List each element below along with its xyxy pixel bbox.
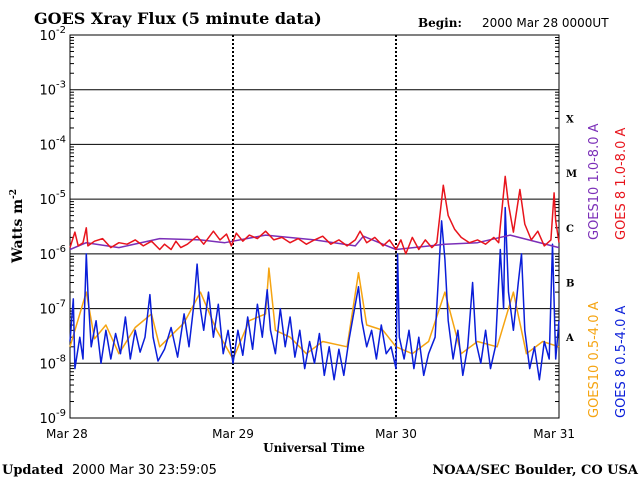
y-tick-base: 10 (39, 138, 56, 153)
y-tick-label: 10-7 (39, 299, 66, 318)
y-tick-exponent: -8 (56, 353, 66, 364)
series-layer (69, 175, 560, 381)
y-tick-label: 10-6 (39, 244, 66, 263)
x-tick-label: Mar 28 (46, 427, 88, 441)
x-tick-label: Mar 31 (533, 427, 575, 441)
updated-value: 2000 Mar 30 23:59:05 (72, 463, 217, 478)
y-tick-exponent: -6 (56, 244, 66, 255)
y-axis-ticks: 10-210-310-410-510-610-710-810-9 (39, 25, 66, 427)
x-axis-ticks: Mar 28 Mar 29 Mar 30 Mar 31 (46, 427, 575, 441)
flare-class-label: M (566, 169, 577, 180)
y-tick-label: 10-5 (39, 189, 66, 208)
y-tick-exponent: -3 (56, 80, 66, 91)
x-tick-label: Mar 30 (375, 427, 417, 441)
x-axis-label: Universal Time (263, 441, 365, 455)
series-line (69, 175, 560, 255)
y-tick-base: 10 (39, 29, 56, 44)
y-tick-base: 10 (39, 412, 56, 427)
legend-entry: GOES10 1.0-8.0 A (587, 123, 602, 240)
legend-entry: GOES 8 0.5-4.0 A (614, 306, 629, 418)
legend-entry: GOES10 0.5-4.0 A (587, 301, 602, 418)
y-tick-exponent: -5 (56, 189, 66, 200)
legend-entry: GOES 8 1.0-8.0 A (614, 128, 629, 240)
y-axis-label-superscript: -2 (9, 189, 19, 199)
y-axis-label-group: Watts m-2 (9, 189, 26, 264)
plot-area (69, 34, 560, 419)
y-axis-label-text: Watts m (10, 199, 26, 264)
series-line (69, 206, 560, 381)
y-tick-label: 10-3 (39, 80, 66, 99)
y-tick-exponent: -9 (56, 408, 66, 419)
y-tick-label: 10-8 (39, 353, 66, 372)
chart-title: GOES Xray Flux (5 minute data) (34, 9, 322, 28)
y-tick-exponent: -7 (56, 299, 66, 310)
y-tick-exponent: -2 (56, 25, 66, 36)
y-tick-base: 10 (39, 193, 56, 208)
y-tick-base: 10 (39, 357, 56, 372)
updated-label: Updated (2, 463, 63, 478)
flare-class-label: X (566, 114, 574, 125)
begin-value: 2000 Mar 28 0000UT (482, 16, 609, 30)
series-line (69, 267, 560, 360)
y-tick-base: 10 (39, 84, 56, 99)
x-tick-label: Mar 29 (212, 427, 254, 441)
y-axis-label: Watts m-2 (9, 189, 26, 264)
y-tick-base: 10 (39, 248, 56, 263)
plot-frame (69, 34, 560, 419)
y-tick-label: 10-9 (39, 408, 66, 427)
y-tick-exponent: -4 (56, 134, 66, 145)
y-tick-base: 10 (39, 303, 56, 318)
flare-class-label: A (565, 333, 574, 344)
legend: GOES10 1.0-8.0 A GOES 8 1.0-8.0 A GOES10 0… (587, 123, 629, 418)
credit-text: NOAA/SEC Boulder, CO USA (432, 463, 639, 478)
y-tick-label: 10-4 (39, 134, 66, 153)
flare-class-label: C (566, 224, 574, 235)
y-tick-label: 10-2 (39, 25, 66, 44)
begin-label: Begin: (418, 16, 462, 30)
flare-class-label: B (566, 278, 574, 289)
flare-class-labels: X M C B A (565, 114, 577, 344)
